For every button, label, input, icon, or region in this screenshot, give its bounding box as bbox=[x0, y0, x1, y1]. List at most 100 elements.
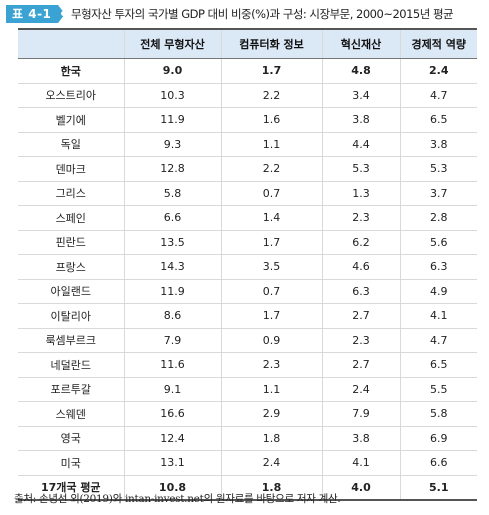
cell-country: 미국 bbox=[18, 450, 124, 476]
cell-computer: 1.8 bbox=[220, 426, 322, 451]
cell-innovation: 4.6 bbox=[321, 254, 400, 280]
cell-innovation: 4.0 bbox=[321, 474, 400, 501]
cell-computer: 1.7 bbox=[220, 58, 322, 84]
cell-innovation: 7.9 bbox=[321, 401, 400, 427]
cell-computer: 1.7 bbox=[220, 303, 322, 329]
table-row: 오스트리아 10.3 2.2 3.4 4.7 bbox=[18, 83, 477, 108]
table-row: 아일랜드 11.9 0.7 6.3 4.9 bbox=[18, 279, 477, 304]
cell-economic: 4.7 bbox=[399, 83, 477, 108]
cell-country: 포르투갈 bbox=[18, 377, 124, 402]
cell-innovation: 2.7 bbox=[321, 303, 400, 329]
table-title: 무형자산 투자의 국가별 GDP 대비 비중(%)과 구성: 시장부문, 200… bbox=[71, 7, 454, 21]
cell-innovation: 4.4 bbox=[321, 132, 400, 157]
cell-economic: 5.1 bbox=[399, 474, 477, 501]
cell-computer: 2.2 bbox=[220, 83, 322, 108]
cell-economic: 5.3 bbox=[399, 156, 477, 182]
table-row: 포르투갈 9.1 1.1 2.4 5.5 bbox=[18, 377, 477, 402]
cell-computer: 2.4 bbox=[220, 450, 322, 476]
header-computer: 컴퓨터화 정보 bbox=[220, 28, 322, 59]
cell-innovation: 4.1 bbox=[321, 450, 400, 476]
cell-total: 9.0 bbox=[123, 58, 221, 84]
cell-computer: 0.9 bbox=[220, 328, 322, 353]
header-economic: 경제적 역량 bbox=[399, 28, 477, 59]
table-row: 네덜란드 11.6 2.3 2.7 6.5 bbox=[18, 352, 477, 378]
table-row: 이탈리아 8.6 1.7 2.7 4.1 bbox=[18, 303, 477, 329]
table-row: 덴마크 12.8 2.2 5.3 5.3 bbox=[18, 156, 477, 182]
cell-country: 17개국 평균 bbox=[18, 474, 124, 501]
cell-innovation: 6.3 bbox=[321, 279, 400, 304]
cell-country: 영국 bbox=[18, 426, 124, 451]
cell-total: 14.3 bbox=[123, 254, 221, 280]
cell-economic: 5.6 bbox=[399, 230, 477, 255]
table-row: 프랑스 14.3 3.5 4.6 6.3 bbox=[18, 254, 477, 280]
cell-country: 그리스 bbox=[18, 181, 124, 206]
cell-computer: 3.5 bbox=[220, 254, 322, 280]
table-number-tag: 표 4-1 bbox=[6, 5, 58, 23]
cell-total: 5.8 bbox=[123, 181, 221, 206]
cell-economic: 6.5 bbox=[399, 352, 477, 378]
average-row: 17개국 평균 10.8 1.8 4.0 5.1 bbox=[18, 474, 477, 501]
cell-country: 핀란드 bbox=[18, 230, 124, 255]
table-row: 핀란드 13.5 1.7 6.2 5.6 bbox=[18, 230, 477, 255]
table-caption: 표 4-1 무형자산 투자의 국가별 GDP 대비 비중(%)과 구성: 시장부… bbox=[0, 0, 489, 28]
table-row: 룩셈부르크 7.9 0.9 2.3 4.7 bbox=[18, 328, 477, 353]
cell-innovation: 3.4 bbox=[321, 83, 400, 108]
cell-country: 스웨덴 bbox=[18, 401, 124, 427]
header-country bbox=[18, 28, 124, 59]
table-row: 그리스 5.8 0.7 1.3 3.7 bbox=[18, 181, 477, 206]
cell-country: 오스트리아 bbox=[18, 83, 124, 108]
cell-innovation: 3.8 bbox=[321, 426, 400, 451]
cell-computer: 1.1 bbox=[220, 132, 322, 157]
cell-total: 9.1 bbox=[123, 377, 221, 402]
data-table-container: 전체 무형자산 컴퓨터화 정보 혁신재산 경제적 역량 한국 9.0 1.7 4.8 2… bbox=[18, 28, 477, 501]
cell-economic: 6.9 bbox=[399, 426, 477, 451]
cell-innovation: 1.3 bbox=[321, 181, 400, 206]
table-row: 미국 13.1 2.4 4.1 6.6 bbox=[18, 450, 477, 476]
table-row: 스웨덴 16.6 2.9 7.9 5.8 bbox=[18, 401, 477, 427]
cell-computer: 1.4 bbox=[220, 205, 322, 231]
cell-total: 13.5 bbox=[123, 230, 221, 255]
cell-economic: 5.5 bbox=[399, 377, 477, 402]
data-table: 전체 무형자산 컴퓨터화 정보 혁신재산 경제적 역량 한국 9.0 1.7 4.8 2… bbox=[18, 28, 477, 501]
cell-computer: 1.1 bbox=[220, 377, 322, 402]
table-row: 영국 12.4 1.8 3.8 6.9 bbox=[18, 426, 477, 451]
table-row: 스페인 6.6 1.4 2.3 2.8 bbox=[18, 205, 477, 231]
table-row: 벨기에 11.9 1.6 3.8 6.5 bbox=[18, 107, 477, 133]
cell-innovation: 3.8 bbox=[321, 107, 400, 133]
cell-country: 독일 bbox=[18, 132, 124, 157]
cell-innovation: 6.2 bbox=[321, 230, 400, 255]
cell-total: 8.6 bbox=[123, 303, 221, 329]
cell-economic: 5.8 bbox=[399, 401, 477, 427]
table-header-row: 전체 무형자산 컴퓨터화 정보 혁신재산 경제적 역량 bbox=[18, 28, 477, 59]
header-total: 전체 무형자산 bbox=[123, 28, 221, 59]
cell-economic: 6.5 bbox=[399, 107, 477, 133]
cell-total: 11.9 bbox=[123, 279, 221, 304]
tag-dot-icon bbox=[61, 11, 66, 16]
cell-country: 룩셈부르크 bbox=[18, 328, 124, 353]
cell-economic: 6.3 bbox=[399, 254, 477, 280]
cell-economic: 4.9 bbox=[399, 279, 477, 304]
cell-country: 벨기에 bbox=[18, 107, 124, 133]
cell-computer: 1.6 bbox=[220, 107, 322, 133]
cell-total: 10.3 bbox=[123, 83, 221, 108]
cell-innovation: 4.8 bbox=[321, 58, 400, 84]
cell-economic: 2.4 bbox=[399, 58, 477, 84]
cell-country: 덴마크 bbox=[18, 156, 124, 182]
cell-computer: 2.9 bbox=[220, 401, 322, 427]
cell-innovation: 2.4 bbox=[321, 377, 400, 402]
cell-computer: 1.8 bbox=[220, 474, 322, 501]
cell-computer: 1.7 bbox=[220, 230, 322, 255]
cell-economic: 4.1 bbox=[399, 303, 477, 329]
cell-computer: 0.7 bbox=[220, 181, 322, 206]
cell-total: 16.6 bbox=[123, 401, 221, 427]
cell-country: 네덜란드 bbox=[18, 352, 124, 378]
cell-economic: 6.6 bbox=[399, 450, 477, 476]
cell-total: 12.4 bbox=[123, 426, 221, 451]
cell-innovation: 2.3 bbox=[321, 205, 400, 231]
cell-total: 11.9 bbox=[123, 107, 221, 133]
header-innovation: 혁신재산 bbox=[321, 28, 400, 59]
cell-computer: 2.2 bbox=[220, 156, 322, 182]
cell-computer: 2.3 bbox=[220, 352, 322, 378]
cell-total: 11.6 bbox=[123, 352, 221, 378]
cell-total: 10.8 bbox=[123, 474, 221, 501]
